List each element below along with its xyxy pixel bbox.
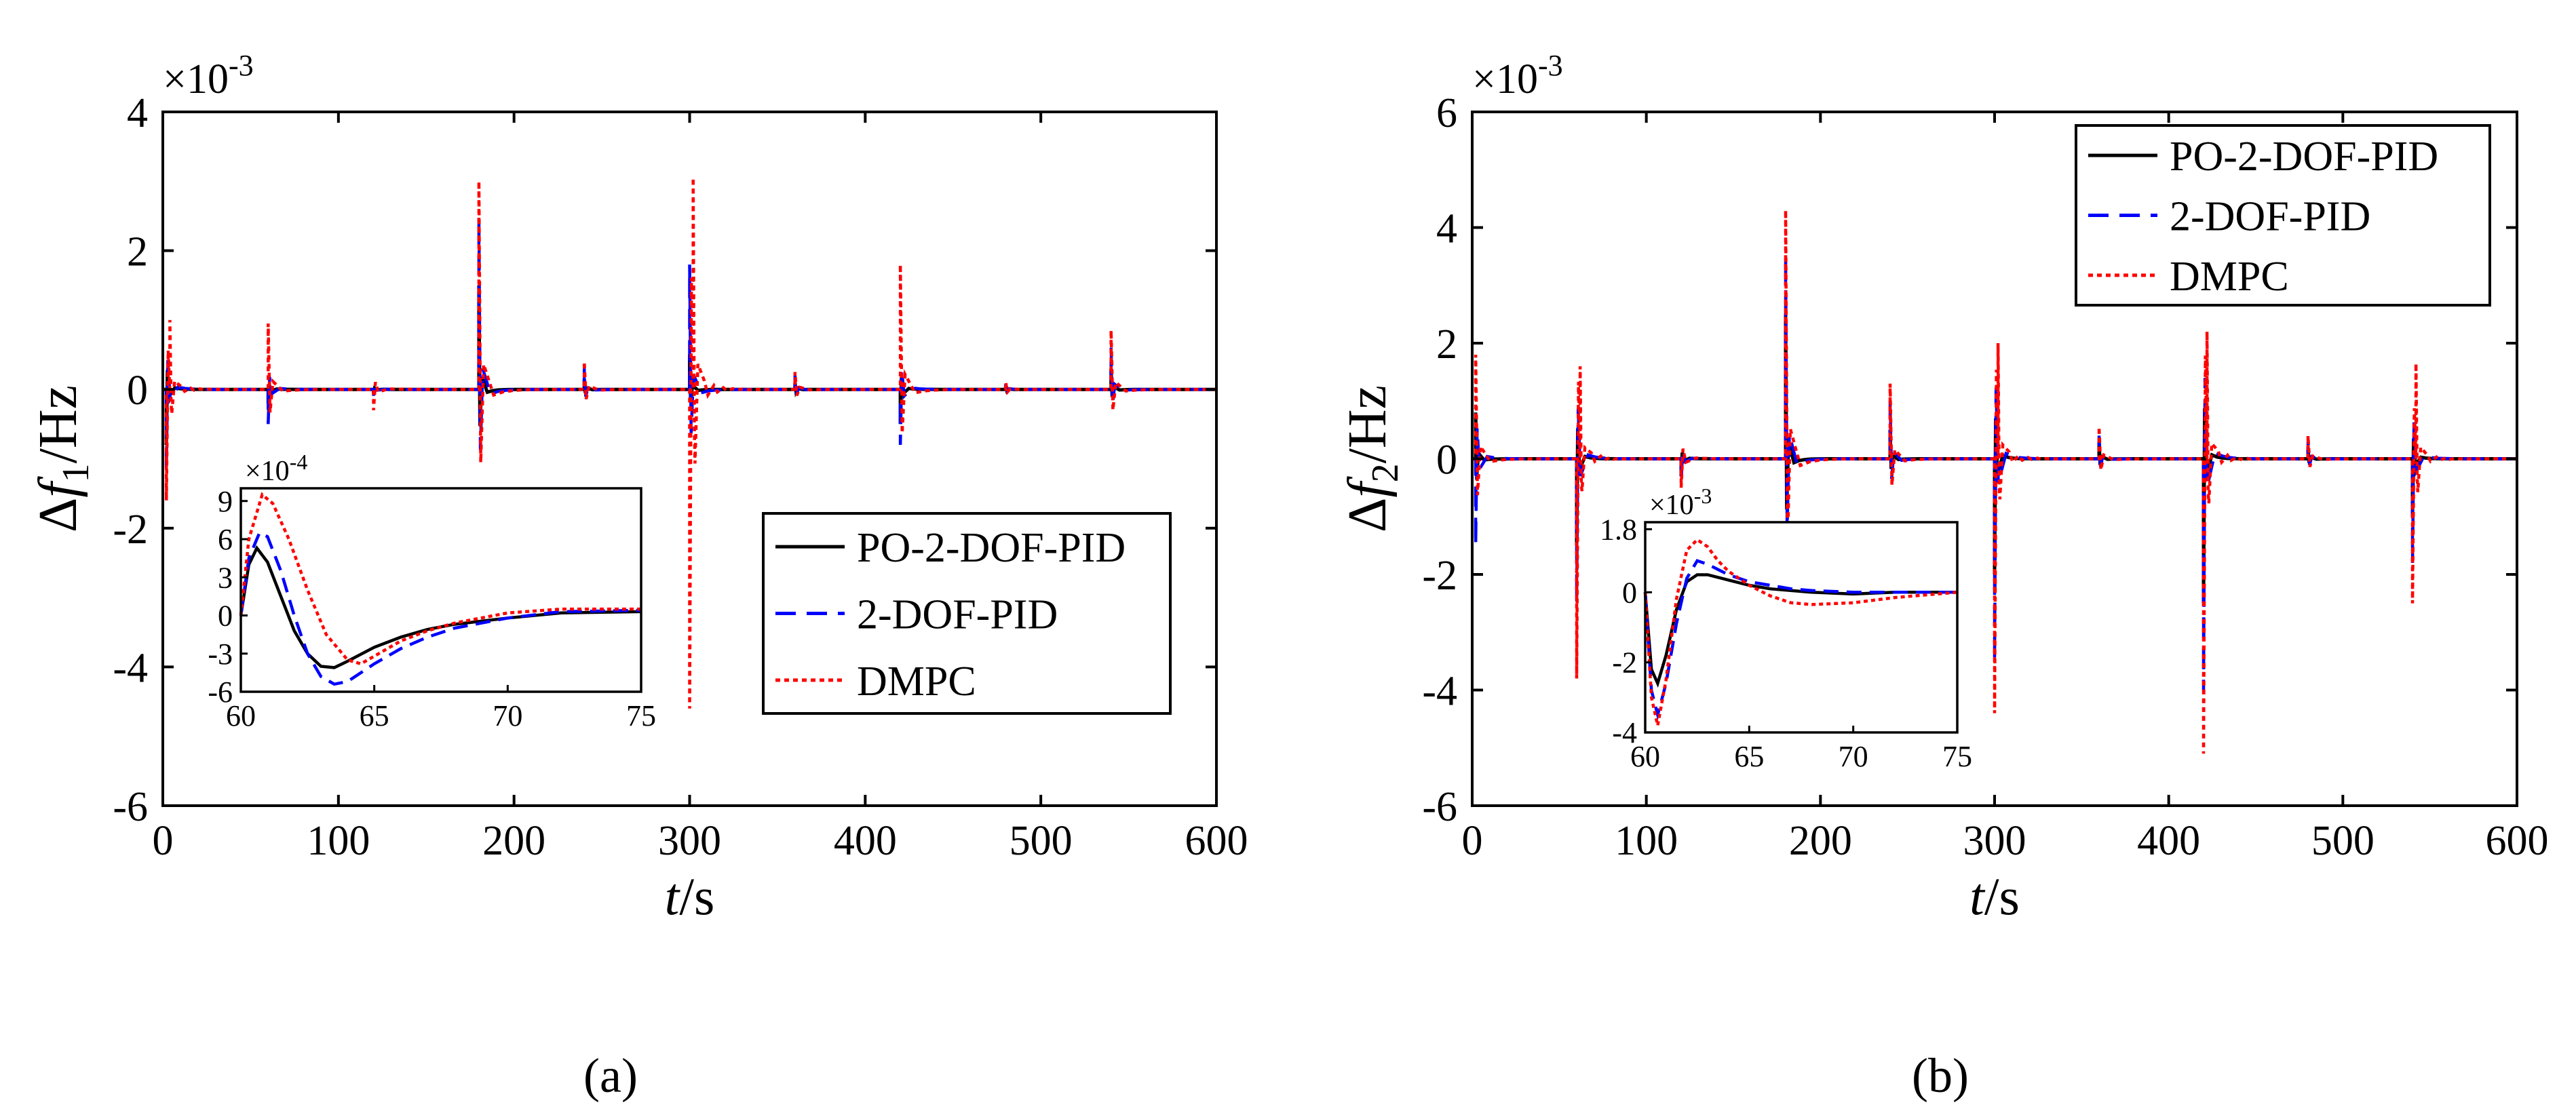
x-tick-label: 400 (2137, 818, 2200, 864)
inset-exponent-power: -4 (290, 450, 308, 474)
x-tick-label: 300 (658, 818, 721, 864)
legend-label-2-dof-pid: 2-DOF-PID (857, 592, 1058, 638)
axis-exponent-power: -3 (229, 49, 254, 82)
x-tick-label: 200 (1789, 818, 1852, 864)
inset-x-tick-label: 70 (1839, 740, 1868, 773)
legend: PO-2-DOF-PID 2-DOF-PID DMPC (762, 512, 1172, 715)
inset-y-tick-label: -2 (1612, 646, 1637, 680)
x-tick-label: 300 (1963, 818, 2026, 864)
y-tick-label: 4 (1436, 206, 1457, 252)
y-tick-label: -6 (1422, 784, 1457, 830)
x-tick-label: 500 (2311, 818, 2375, 864)
inset-x-tick-label: 65 (360, 699, 389, 732)
legend-label-po-2-dof-pid: PO-2-DOF-PID (857, 525, 1126, 571)
inset-exponent-power: -3 (1694, 484, 1712, 508)
x-axis-label-var: t (1969, 867, 1986, 926)
y-tick-label: -2 (113, 507, 148, 553)
y-tick-label: 2 (127, 229, 148, 275)
inset-line-po-2-dof-pid (1643, 573, 1957, 688)
panel-label-a: (a) (583, 1048, 638, 1103)
inset-frame (1644, 521, 1959, 734)
legend-label-dmpc: DMPC (2170, 254, 2289, 300)
inset-y-tick-label: -3 (208, 637, 233, 671)
inset-x-tick-label: 60 (226, 699, 256, 732)
y-tick-label: 0 (127, 368, 148, 414)
inset-background (1645, 522, 1957, 732)
inset-y-tick-label: 3 (218, 561, 233, 594)
x-axis-label: t/s (1969, 867, 2020, 926)
x-axis-label-var: t (665, 867, 681, 926)
series-line-dmpc (163, 178, 1216, 709)
y-axis-label-sub: 2 (1364, 463, 1406, 482)
y-axis-label-unit: /Hz (1338, 385, 1398, 464)
y-axis-label-sub: 1 (55, 463, 97, 482)
inset-x-tick-label: 75 (626, 699, 656, 732)
inset-y-tick-label: -4 (1612, 716, 1637, 749)
inset-x-tick-label: 75 (1942, 740, 1972, 773)
axis-exponent: ×10-3 (1472, 49, 1563, 102)
y-tick-label: -2 (1422, 553, 1457, 599)
inset-x-tick-label: 60 (1630, 740, 1660, 773)
x-tick-label: 500 (1010, 818, 1073, 864)
x-tick-label: 200 (482, 818, 545, 864)
inset-y-tick-label: 6 (218, 523, 233, 556)
inset-exponent: ×10-4 (245, 450, 307, 487)
x-axis-label: t/s (665, 867, 715, 926)
inset-x-tick-label: 70 (493, 699, 522, 732)
y-axis-label-unit: /Hz (28, 385, 88, 464)
inset-y-tick-label: 1.8 (1600, 513, 1637, 546)
y-tick-label: 0 (1436, 437, 1457, 484)
inset-line-dmpc (1643, 537, 1958, 726)
x-tick-label: 400 (834, 818, 897, 864)
axis-exponent: ×10-3 (163, 49, 254, 102)
x-axis-label-unit: /s (1984, 867, 2020, 926)
inset-y-tick-label: 0 (1622, 576, 1637, 609)
y-tick-label: 6 (1436, 90, 1457, 136)
x-tick-label: 100 (307, 818, 370, 864)
inset-line-po-2-dof-pid (239, 545, 642, 669)
inset-frame (239, 487, 642, 693)
y-axis-label: Δf2/Hz (1338, 385, 1406, 532)
y-tick-label: -4 (1422, 669, 1457, 715)
x-tick-label: 0 (1462, 818, 1483, 864)
y-tick-label: -6 (113, 784, 148, 830)
series-line-dmpc (1472, 210, 2517, 754)
inset-x-tick-label: 65 (1734, 740, 1764, 773)
panel-label-b: (b) (1912, 1048, 1969, 1103)
inset-line-dmpc (239, 492, 641, 666)
chart-b: 0 100 200 300 400 500 6006420-2-4-6×10-3t/sΔf2… (1338, 49, 2549, 926)
x-tick-label: 100 (1615, 818, 1678, 864)
y-axis-label-delta: Δ (1338, 498, 1398, 532)
x-axis-label-unit: /s (679, 867, 714, 926)
inset-y-tick-label: 0 (218, 600, 233, 633)
axis-exponent-power: -3 (1538, 49, 1563, 82)
inset-exponent: ×10-3 (1649, 484, 1712, 521)
y-axis-label-delta: Δ (28, 498, 88, 532)
inset-y-tick-label: -6 (208, 675, 233, 709)
chart-a: 0 100 200 300 400 500 600420-2-4-6×10-3t/sΔf1/… (28, 49, 1248, 926)
y-tick-label: 2 (1436, 321, 1457, 368)
inset-y-tick-label: 9 (218, 485, 233, 518)
legend-label-2-dof-pid: 2-DOF-PID (2170, 194, 2370, 240)
x-tick-label: 600 (2486, 818, 2549, 864)
legend-label-po-2-dof-pid: PO-2-DOF-PID (2170, 134, 2438, 180)
legend-label-dmpc: DMPC (857, 659, 976, 705)
y-tick-label: -4 (113, 645, 148, 691)
inset-plot: 60 65 70 75 9 6 3 0 -3 -6 ×10-4 (208, 450, 656, 732)
inset-plot: 60 65 70 75 1.8 0 -2 -4 ×10-3 (1600, 484, 1972, 773)
x-tick-label: 600 (1185, 818, 1248, 864)
y-axis-label: Δf1/Hz (28, 385, 97, 532)
legend: PO-2-DOF-PID 2-DOF-PID DMPC (2075, 124, 2491, 307)
inset-line-2-dof-pid (239, 530, 642, 686)
x-tick-label: 0 (153, 818, 174, 864)
inset-background (241, 488, 641, 692)
y-tick-label: 4 (127, 90, 148, 136)
